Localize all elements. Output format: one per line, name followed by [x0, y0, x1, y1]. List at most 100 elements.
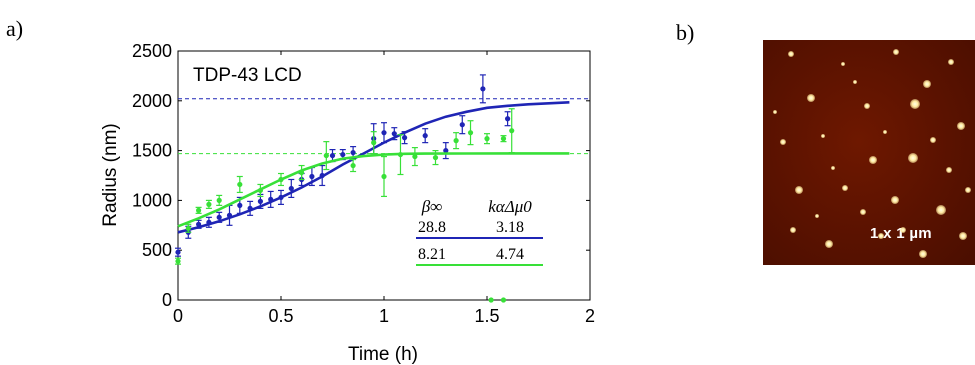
data-point-green	[323, 152, 329, 159]
x-tick-label: 2	[585, 306, 595, 326]
data-point-green	[509, 128, 515, 134]
particle-spot	[910, 99, 920, 109]
particle-spot	[780, 139, 786, 145]
particle-spot	[788, 51, 794, 57]
particle-spot	[841, 62, 845, 66]
data-point-blue	[319, 172, 325, 179]
particle-spot	[883, 130, 887, 134]
particle-spot	[790, 227, 796, 233]
x-axis-label: Time (h)	[348, 344, 418, 365]
particle-spot	[965, 187, 971, 193]
table-cell: 8.21	[418, 246, 446, 263]
y-tick-label: 0	[162, 290, 172, 310]
data-point-blue	[237, 202, 243, 208]
particle-spot	[825, 240, 833, 248]
particle-spot	[860, 209, 866, 215]
data-point-green	[453, 138, 459, 144]
data-point-blue	[443, 148, 449, 154]
data-point-green	[371, 140, 377, 146]
y-axis-label: Radius (nm)	[100, 123, 121, 226]
particle-spot	[853, 80, 857, 84]
x-tick-label: 0.5	[268, 306, 293, 326]
particle-spot	[815, 214, 819, 218]
data-point-green	[216, 197, 222, 203]
data-point-blue	[309, 173, 315, 180]
table-header-k: kαΔμ0	[488, 197, 532, 216]
data-point-blue	[257, 198, 263, 204]
y-tick-label: 2500	[132, 41, 172, 61]
data-point-blue	[216, 214, 222, 220]
data-point-green	[299, 169, 305, 176]
particle-spot	[773, 110, 777, 114]
particle-spot	[869, 156, 877, 164]
particle-spot	[957, 122, 965, 130]
particle-spot	[842, 185, 848, 191]
particle-spot	[891, 196, 899, 204]
particle-spot	[936, 205, 946, 215]
data-point-green	[488, 297, 494, 303]
y-tick-label: 500	[142, 240, 172, 260]
particle-spot	[908, 153, 918, 163]
x-tick-label: 1	[379, 306, 389, 326]
particle-spot	[878, 233, 884, 239]
data-point-blue	[402, 135, 408, 141]
particle-spot	[930, 137, 936, 143]
data-point-blue	[278, 194, 284, 201]
scale-bar-label: 1 x 1 µm	[870, 225, 932, 242]
data-point-blue	[268, 196, 274, 203]
data-point-green	[196, 207, 202, 213]
particle-spot	[946, 167, 952, 173]
data-point-green	[484, 136, 490, 142]
particle-spot	[900, 227, 906, 233]
particle-spot	[807, 94, 815, 102]
chart-title: TDP-43 LCD	[193, 65, 302, 86]
data-point-blue	[350, 149, 356, 156]
data-point-green	[397, 151, 404, 158]
data-point-green	[500, 136, 507, 142]
afm-micrograph: 1 x 1 µm	[763, 40, 975, 265]
particle-spot	[923, 80, 931, 88]
data-point-blue	[247, 205, 253, 211]
fit-curve-green	[177, 152, 570, 228]
data-point-green	[185, 225, 191, 231]
data-point-green	[350, 162, 356, 169]
particle-spot	[831, 166, 835, 170]
data-point-green	[412, 153, 418, 160]
data-point-blue	[329, 152, 336, 159]
table-cell: 3.18	[496, 219, 524, 236]
data-point-green	[278, 176, 284, 183]
particle-spot	[959, 232, 967, 240]
data-point-green	[381, 173, 387, 180]
data-point-green	[432, 154, 439, 161]
data-point-blue	[226, 212, 233, 218]
table-cell: 4.74	[496, 246, 524, 263]
data-point-blue	[175, 249, 181, 255]
particle-spot	[919, 250, 927, 258]
data-point-green	[175, 258, 181, 264]
table-cell: 28.8	[418, 219, 446, 236]
y-tick-label: 2000	[132, 91, 172, 111]
data-point-blue	[340, 151, 346, 158]
data-point-green	[500, 297, 507, 303]
data-point-blue	[196, 221, 202, 227]
data-point-blue	[505, 116, 511, 122]
plot-area: 0 0.5 1 1.5 2 0 500 1000 1500 2000 2500 β∞ kαΔμ0 28.8…	[132, 41, 595, 326]
data-point-green	[467, 130, 474, 136]
data-point-blue	[459, 122, 465, 128]
data-point-green	[257, 187, 263, 194]
panel-a-label: a)	[6, 16, 24, 41]
x-tick-label: 0	[173, 306, 183, 326]
particle-spot	[948, 59, 954, 65]
data-point-green	[237, 181, 243, 188]
particle-spot	[893, 49, 899, 55]
particle-spot	[795, 186, 803, 194]
x-tick-label: 1.5	[474, 306, 499, 326]
panel-b-label: b)	[676, 20, 695, 45]
data-point-blue	[381, 130, 387, 136]
particle-spot	[864, 103, 870, 109]
data-point-blue	[422, 133, 428, 139]
table-header-beta: β∞	[421, 197, 443, 216]
data-point-blue	[206, 219, 212, 225]
y-tick-label: 1000	[132, 190, 172, 210]
